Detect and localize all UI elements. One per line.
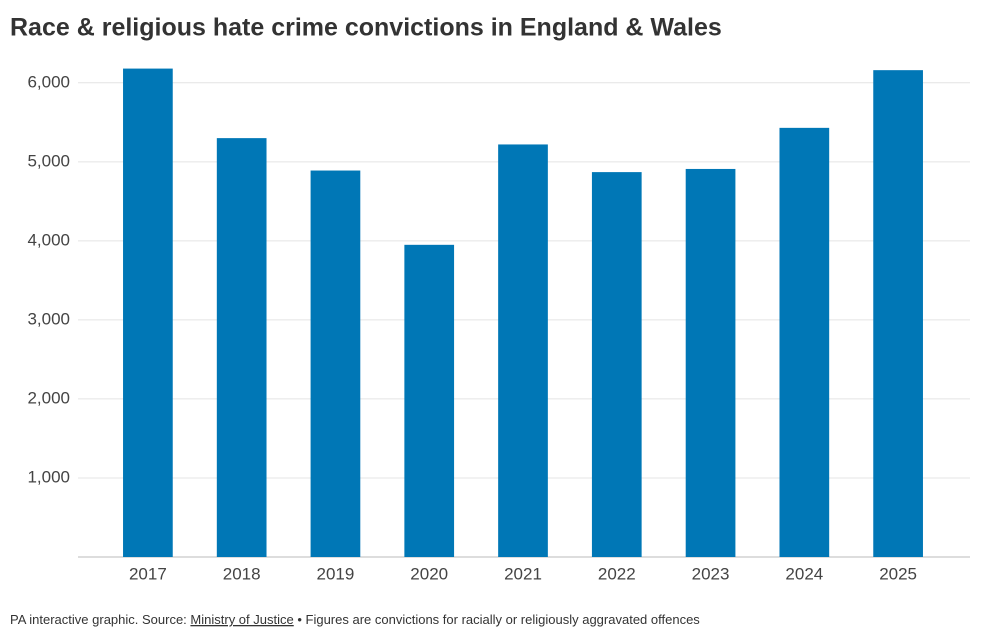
bar	[591, 172, 642, 557]
bar	[873, 70, 923, 558]
x-tick-label: 2025	[879, 564, 917, 583]
footer-note: • Figures are convictions for racially o…	[294, 612, 701, 627]
bar	[404, 244, 455, 558]
x-tick-label: 2020	[410, 564, 448, 583]
x-tick-label: 2024	[785, 564, 823, 583]
x-tick-label: 2023	[692, 564, 730, 583]
bar	[123, 68, 173, 558]
y-tick-label: 3,000	[27, 309, 70, 328]
bar	[779, 127, 830, 558]
source-link[interactable]: Ministry of Justice	[190, 612, 293, 627]
bar	[216, 138, 267, 557]
x-tick-label: 2019	[317, 564, 355, 583]
bar	[310, 170, 361, 557]
footer: PA interactive graphic. Source: Ministry…	[10, 612, 700, 627]
y-tick-label: 4,000	[27, 230, 70, 249]
y-tick-label: 2,000	[27, 388, 70, 407]
chart-title: Race & religious hate crime convictions …	[10, 14, 722, 42]
y-tick-label: 1,000	[27, 467, 70, 486]
x-tick-label: 2022	[598, 564, 636, 583]
bar	[685, 168, 736, 558]
x-tick-label: 2018	[223, 564, 261, 583]
x-tick-label: 2017	[129, 564, 167, 583]
bar	[498, 144, 548, 558]
y-tick-label: 5,000	[27, 151, 70, 170]
x-tick-label: 2021	[504, 564, 542, 583]
source-prefix: PA interactive graphic. Source:	[10, 612, 190, 627]
y-tick-label: 6,000	[27, 72, 70, 91]
